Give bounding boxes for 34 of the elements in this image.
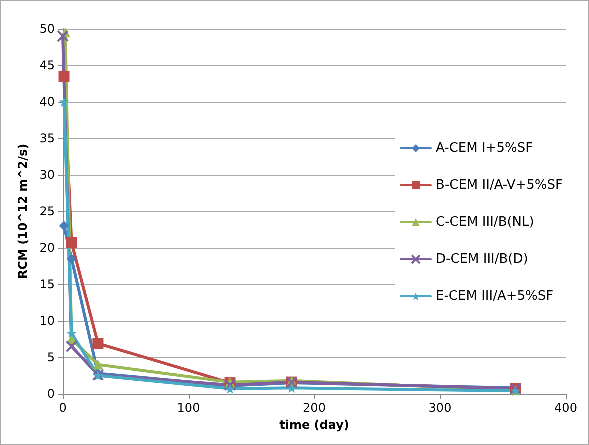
point [59, 97, 70, 107]
x-tick-label: 300 [428, 401, 452, 415]
point [59, 221, 70, 232]
y-tick-label: 40 [40, 95, 55, 109]
y-tick-label: 45 [40, 58, 55, 72]
y-tick-label: 35 [40, 132, 55, 146]
y-tick-label: 10 [40, 314, 55, 328]
y-tick-label: 25 [40, 204, 55, 218]
legend-label: E-CEM III/A+5%SF [436, 289, 554, 304]
point [58, 70, 70, 82]
point [66, 340, 78, 353]
point [93, 360, 104, 370]
legend-label: A-CEM I+5%SF [436, 141, 534, 156]
y-tick-label: 50 [40, 22, 55, 36]
y-tick-label: 5 [47, 350, 55, 364]
y-tick-label: 15 [40, 278, 55, 292]
y-tick-label: 20 [40, 241, 55, 255]
legend-label: B-CEM II/A-V+5%SF [436, 178, 564, 193]
y-tick-label: 0 [47, 387, 55, 401]
x-tick-label: 0 [59, 401, 67, 415]
y-axis-title: RCM (10^12 m^2/s) [16, 144, 30, 280]
x-tick-label: 100 [177, 401, 200, 415]
x-tick-label: 400 [554, 401, 578, 415]
legend-label: D-CEM III/B(D) [436, 252, 528, 267]
x-tick-label: 200 [303, 401, 326, 415]
point [286, 383, 297, 394]
y-tick-label: 30 [40, 168, 55, 182]
point [57, 30, 69, 42]
point [225, 384, 236, 394]
point [92, 338, 104, 350]
point [66, 254, 77, 264]
legend-label: C-CEM III/B(NL) [436, 215, 534, 230]
x-axis-title: time (day) [280, 418, 350, 432]
point [66, 237, 78, 248]
